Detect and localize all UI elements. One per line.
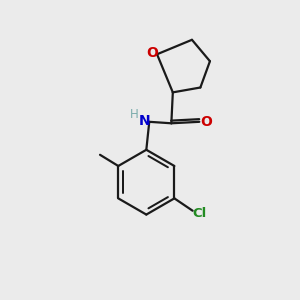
Text: Cl: Cl xyxy=(193,207,207,220)
Text: O: O xyxy=(146,46,158,60)
Text: O: O xyxy=(200,115,212,129)
Text: N: N xyxy=(139,114,151,128)
Text: H: H xyxy=(130,108,138,121)
